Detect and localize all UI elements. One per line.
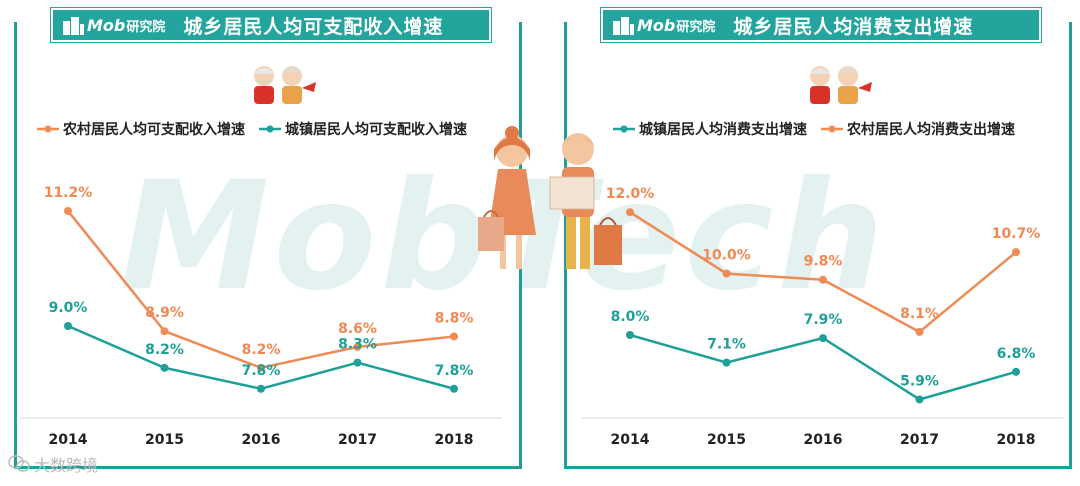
x-tick-label: 2018 <box>435 432 474 448</box>
data-point <box>915 395 924 404</box>
legend-label: 城镇居民人均消费支出增速 <box>639 122 807 138</box>
data-point <box>626 331 634 339</box>
footer-brand: 大数跨境 <box>8 452 98 476</box>
legend-item: 城镇居民人均可支配收入增速 <box>259 119 467 139</box>
data-label: 5.9% <box>900 373 939 389</box>
data-label: 12.0% <box>606 186 655 202</box>
x-tick-label: 2018 <box>997 432 1036 448</box>
data-label: 6.8% <box>997 346 1036 362</box>
legend-line-icon <box>613 125 635 133</box>
data-point <box>353 358 362 367</box>
mob-logo: Mob 研究院 <box>61 15 165 35</box>
logo-cn: 研究院 <box>126 19 166 35</box>
grandparents-illustration <box>810 66 872 104</box>
x-tick-label: 2015 <box>707 432 746 448</box>
x-tick-label: 2014 <box>611 432 650 448</box>
data-label: 7.8% <box>242 363 281 379</box>
data-label: 8.0% <box>611 309 650 325</box>
data-label: 8.2% <box>145 342 184 358</box>
panel-header: Mob 研究院 城乡居民人均可支配收入增速 <box>51 8 491 42</box>
panel-disposable-income: Mob 研究院 城乡居民人均可支配收入增速 农村居民人均可支配收入增速 城镇居民… <box>14 8 522 469</box>
legend-label: 农村居民人均可支配收入增速 <box>63 122 245 138</box>
chart-legend: 城镇居民人均消费支出增速 农村居民人均消费支出增速 <box>613 119 1029 139</box>
data-label: 8.9% <box>145 305 184 321</box>
data-label: 8.3% <box>338 337 377 353</box>
data-label: 7.1% <box>707 337 746 353</box>
data-point <box>1012 248 1020 257</box>
legend-line-icon <box>37 125 59 133</box>
data-point <box>450 332 458 341</box>
x-tick-label: 2015 <box>145 432 184 448</box>
data-label: 9.8% <box>804 254 843 270</box>
x-tick-label: 2016 <box>804 432 843 448</box>
data-point <box>915 327 924 336</box>
data-point <box>1012 367 1020 376</box>
data-point <box>257 384 265 393</box>
data-label: 7.9% <box>804 312 843 328</box>
data-point <box>626 208 634 217</box>
data-label: 11.2% <box>44 185 93 201</box>
data-label: 10.7% <box>992 226 1041 242</box>
data-point <box>353 342 362 351</box>
legend-item: 农村居民人均消费支出增速 <box>821 119 1015 139</box>
data-label: 9.0% <box>49 300 88 316</box>
data-point <box>257 363 265 372</box>
grandparents-illustration <box>254 66 316 104</box>
data-point <box>819 275 827 284</box>
chart-legend: 农村居民人均可支配收入增速 城镇居民人均可支配收入增速 <box>37 119 481 139</box>
data-point <box>722 269 731 278</box>
data-point <box>819 334 827 343</box>
data-point <box>64 206 72 215</box>
footer-text: 大数跨境 <box>34 456 99 475</box>
data-label: 8.8% <box>435 310 474 326</box>
data-label: 8.2% <box>242 342 281 358</box>
logo-cn: 研究院 <box>676 19 716 35</box>
data-point <box>160 327 169 336</box>
x-tick-label: 2017 <box>338 432 377 448</box>
data-label: 7.8% <box>435 363 474 379</box>
data-label: 8.1% <box>900 306 939 322</box>
data-point <box>450 384 458 393</box>
legend-label: 农村居民人均消费支出增速 <box>847 122 1015 138</box>
panel-header: Mob 研究院 城乡居民人均消费支出增速 <box>601 8 1041 42</box>
panel-consumption-expenditure: Mob 研究院 城乡居民人均消费支出增速 城镇居民人均消费支出增速 农村居民人均… <box>564 8 1072 469</box>
wechat-icon <box>8 455 30 472</box>
logo-text: Mob <box>87 15 126 35</box>
data-point <box>160 363 169 372</box>
data-point <box>722 358 731 367</box>
mob-logo: Mob 研究院 <box>611 15 715 35</box>
building-icon <box>613 17 634 35</box>
legend-item: 城镇居民人均消费支出增速 <box>613 119 807 139</box>
data-label: 8.6% <box>338 321 377 337</box>
series-line <box>629 333 1017 401</box>
x-tick-label: 2016 <box>242 432 281 448</box>
panel-title: 城乡居民人均消费支出增速 <box>733 15 974 38</box>
legend-item: 农村居民人均可支配收入增速 <box>37 119 245 139</box>
shopping-couple-illustration <box>478 126 622 269</box>
legend-label: 城镇居民人均可支配收入增速 <box>285 122 467 138</box>
legend-line-icon <box>821 125 843 133</box>
data-point <box>64 322 72 330</box>
logo-text: Mob <box>637 15 676 35</box>
x-tick-label: 2014 <box>49 432 88 448</box>
data-label: 10.0% <box>702 248 751 264</box>
x-tick-label: 2017 <box>900 432 939 448</box>
legend-line-icon <box>259 125 281 133</box>
panel-title: 城乡居民人均可支配收入增速 <box>183 15 444 38</box>
building-icon <box>63 17 84 35</box>
